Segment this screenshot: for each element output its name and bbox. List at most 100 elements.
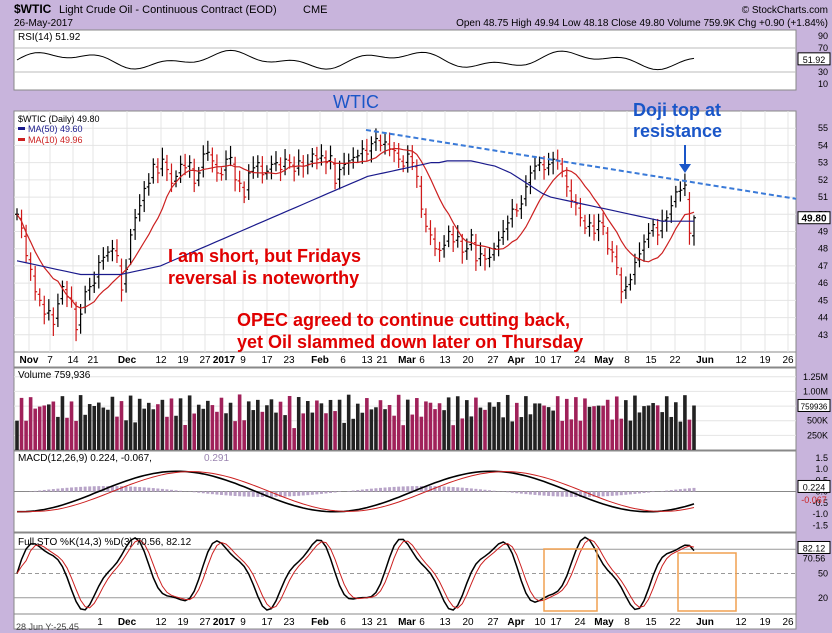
price-tick-label: 47 xyxy=(818,261,828,271)
macd-hist-bar xyxy=(633,491,637,494)
macd-hist-bar xyxy=(401,486,405,492)
macd-hist-bar xyxy=(615,491,619,496)
volume-bar xyxy=(446,397,451,450)
quote-bar: Open 48.75 High 49.94 Low 48.18 Close 49… xyxy=(456,18,828,29)
volume-bar xyxy=(265,405,269,450)
x-tick-label: May xyxy=(594,355,614,366)
volume-bar xyxy=(333,411,337,450)
macd-hist-bar xyxy=(678,489,682,492)
volume-bar xyxy=(28,397,33,450)
volume-bar xyxy=(151,409,156,450)
volume-bar xyxy=(355,403,360,450)
date-axis-bottom xyxy=(13,613,797,630)
volume-bar xyxy=(133,422,137,450)
macd-hist-bar xyxy=(306,491,310,496)
annotation-doji-line2: resistance xyxy=(633,121,722,141)
volume-bar xyxy=(128,395,133,450)
annotation-wtic: WTIC xyxy=(333,92,379,112)
macd-hist-bar xyxy=(179,490,183,492)
volume-bar xyxy=(633,395,637,450)
x-tick-label: 21 xyxy=(376,355,388,366)
volume-bar xyxy=(401,425,406,450)
volume-bar xyxy=(496,402,501,450)
macd-hist-bar xyxy=(610,491,614,496)
macd-hist-bar xyxy=(547,491,551,496)
x-tick-label: 10 xyxy=(534,355,546,366)
volume-bar xyxy=(419,416,424,450)
volume-bar xyxy=(156,404,160,450)
x-tick-label-bottom: Apr xyxy=(507,617,524,628)
macd-hist-bar xyxy=(647,491,651,493)
macd-hist-bar xyxy=(70,487,74,492)
x-tick-label-bottom: 27 xyxy=(487,617,499,628)
volume-bar xyxy=(206,400,210,450)
macd-hist-bar xyxy=(542,491,546,496)
volume-bar xyxy=(614,396,619,450)
macd-hist-bar xyxy=(569,491,573,497)
volume-bar xyxy=(451,425,455,450)
exchange-label: CME xyxy=(303,4,327,16)
volume-bar xyxy=(106,409,110,450)
macd-hist-bar xyxy=(397,486,401,492)
macd-hist-bar xyxy=(665,490,669,492)
x-tick-label: 13 xyxy=(439,355,451,366)
volume-bar xyxy=(392,415,396,450)
volume-bar xyxy=(442,410,446,450)
macd-hist-bar xyxy=(388,487,392,492)
volume-bar xyxy=(196,404,201,450)
volume-bar xyxy=(96,402,101,450)
macd-hist-bar xyxy=(360,489,364,492)
volume-bar xyxy=(278,401,283,450)
volume-bar xyxy=(228,402,233,450)
x-tick-label: 24 xyxy=(574,355,586,366)
x-tick-label-bottom: 22 xyxy=(669,617,681,628)
x-tick-label-bottom: 26 xyxy=(782,617,794,628)
volume-bar xyxy=(533,403,537,450)
instrument-name: Light Crude Oil - Continuous Contract (E… xyxy=(59,4,277,16)
volume-bar xyxy=(514,402,519,450)
macd-hist-bar xyxy=(292,491,296,497)
volume-bar xyxy=(374,407,378,450)
volume-bar xyxy=(624,400,628,450)
sto-tick-label: 20 xyxy=(818,593,828,603)
volume-bar xyxy=(19,397,24,450)
price-tick-label: 54 xyxy=(818,140,828,150)
macd-hist-bar xyxy=(229,491,233,496)
macd-line xyxy=(17,470,695,513)
volume-bar xyxy=(74,420,78,450)
volume-bar xyxy=(637,412,642,450)
volume-bar xyxy=(174,415,178,450)
ma50-line xyxy=(16,160,694,276)
x-tick-label-bottom: 27 xyxy=(199,617,211,628)
macd-hist-bar xyxy=(619,491,623,496)
x-tick-label-bottom: Feb xyxy=(311,617,329,628)
volume-bar xyxy=(610,419,615,450)
x-tick-label: 7 xyxy=(47,355,53,366)
volume-bar xyxy=(505,394,510,450)
x-tick-label-bottom: 9 xyxy=(240,617,246,628)
x-tick-label: 6 xyxy=(340,355,346,366)
legend-ma10: MA(10) 49.96 xyxy=(28,135,83,145)
sto-d-line xyxy=(16,538,695,609)
x-tick-label-bottom: 17 xyxy=(550,617,562,628)
macd-hist-bar xyxy=(147,487,151,492)
macd-hist-bar xyxy=(606,491,610,497)
volume-bar xyxy=(369,409,374,450)
macd-hist-bar xyxy=(551,491,555,497)
macd-hist-bar xyxy=(297,491,301,496)
volume-bar xyxy=(337,399,342,450)
macd-hist-bar xyxy=(197,491,201,493)
volume-bar xyxy=(537,403,542,450)
x-tick-label: Nov xyxy=(20,355,39,366)
x-tick-label: 14 xyxy=(67,355,79,366)
macd-hist-bar xyxy=(524,491,528,495)
x-tick-label: 21 xyxy=(87,355,99,366)
macd-hist-bar xyxy=(97,486,101,492)
rsi-last: 51.92 xyxy=(803,55,826,65)
macd-hist-bar xyxy=(383,487,387,492)
volume-bar xyxy=(87,404,92,450)
price-tick-label: 48 xyxy=(818,244,828,254)
volume-bar xyxy=(60,396,65,450)
price-tick-label: 44 xyxy=(818,313,828,323)
x-tick-label: 15 xyxy=(645,355,657,366)
